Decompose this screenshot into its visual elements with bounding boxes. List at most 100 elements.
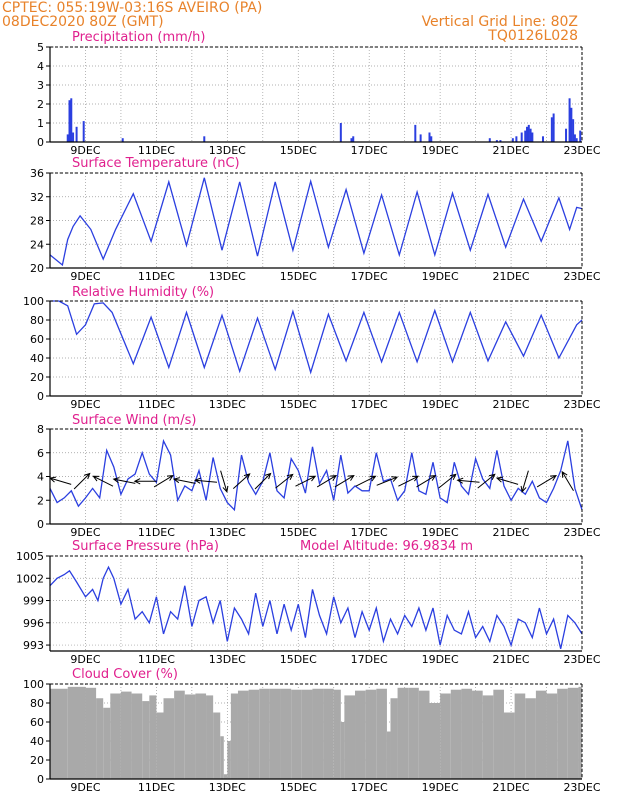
precip-bar xyxy=(75,126,78,142)
x-tick-label: 23DEC xyxy=(563,526,600,539)
y-tick-label: 2 xyxy=(37,98,44,111)
wind-arrow xyxy=(232,473,251,489)
x-tick-label: 19DEC xyxy=(422,781,459,794)
humidity-panel: Relative Humidity (%) 0 20 40 60 80 100 9DEC 11… xyxy=(23,285,601,411)
cloud-bar xyxy=(525,698,536,779)
cloud-bar xyxy=(291,689,302,779)
y-tick-label: 24 xyxy=(30,238,44,251)
precip-bar xyxy=(529,128,532,142)
header-station-info: CPTEC: 055:19W-03:16S AVEIRO (PA) xyxy=(2,0,262,16)
x-tick-label: 11DEC xyxy=(138,781,175,794)
y-tick-label: 1002 xyxy=(16,572,44,585)
panel-title-humidity: Relative Humidity (%) xyxy=(72,285,214,300)
precipitation-panel: Precipitation (mm/h) 0 1 2 3 4 5 9DEC 11DEC 13DE… xyxy=(37,30,601,157)
wind-arrow xyxy=(295,475,317,487)
x-tick-label: 11DEC xyxy=(138,144,175,157)
y-tick-label: 100 xyxy=(23,295,44,308)
y-tick-label: 1005 xyxy=(16,550,44,563)
precip-bar xyxy=(70,98,73,142)
x-tick-label: 11DEC xyxy=(138,270,175,283)
panel-title-precipitation: Precipitation (mm/h) xyxy=(72,30,205,45)
precip-bar xyxy=(575,138,578,142)
cloud-bar xyxy=(323,688,334,779)
x-tick-label: 13DEC xyxy=(209,270,246,283)
cloud-bar xyxy=(301,689,313,779)
wind-arrow xyxy=(220,470,229,493)
precip-bar xyxy=(526,126,529,142)
x-tick-label: 13DEC xyxy=(209,526,246,539)
cloud-bar xyxy=(567,687,579,779)
y-tick-label: 32 xyxy=(30,191,44,204)
precip-bar xyxy=(527,124,530,142)
precip-bar xyxy=(565,128,568,142)
x-tick-label: 11DEC xyxy=(138,653,175,666)
x-tick-label: 15DEC xyxy=(280,270,317,283)
precip-bar xyxy=(66,134,69,142)
x-tick-label: 15DEC xyxy=(280,653,317,666)
cloud-bar xyxy=(344,695,356,779)
y-tick-label: 0 xyxy=(37,390,44,403)
wind-arrow xyxy=(73,472,91,490)
x-tick-label: 9DEC xyxy=(70,398,100,411)
cloud-bar xyxy=(120,691,132,779)
cloud-bar xyxy=(248,689,260,779)
x-tick-label: 13DEC xyxy=(209,781,246,794)
x-tick-label: 21DEC xyxy=(493,653,530,666)
x-tick-label: 21DEC xyxy=(493,781,530,794)
series-line xyxy=(49,565,583,649)
precip-bar xyxy=(550,117,553,142)
cloud-bar xyxy=(450,689,462,779)
y-tick-label: 80 xyxy=(30,697,44,710)
cloud-bar xyxy=(195,693,207,779)
cloud-bar xyxy=(142,701,150,779)
cloud-bar xyxy=(440,693,451,779)
wind-arrow xyxy=(49,476,72,485)
y-tick-label: 40 xyxy=(30,352,44,365)
y-tick-label: 80 xyxy=(30,314,44,327)
precip-bar xyxy=(495,140,498,142)
x-tick-label: 11DEC xyxy=(138,398,175,411)
cloud-bar xyxy=(237,690,249,779)
cloud-bar xyxy=(355,690,366,779)
y-tick-label: 3 xyxy=(37,79,44,92)
cloud-bar xyxy=(110,693,121,779)
cloud-bar xyxy=(149,695,157,779)
wind-arrow xyxy=(193,477,218,484)
precip-bar xyxy=(352,136,355,142)
precip-bar xyxy=(573,134,576,142)
precip-bar xyxy=(72,132,75,142)
cloud-bar xyxy=(259,688,270,779)
y-tick-label: 20 xyxy=(30,754,44,767)
x-tick-label: 11DEC xyxy=(138,526,175,539)
precip-bar xyxy=(520,132,523,142)
x-tick-label: 9DEC xyxy=(70,653,100,666)
wind-arrow xyxy=(376,476,399,486)
panel-title-temperature: Surface Temperature (nC) xyxy=(72,156,240,171)
cloud-bar xyxy=(333,689,341,779)
header-model-code: TQ0126L028 xyxy=(487,28,578,44)
x-tick-label: 17DEC xyxy=(351,270,388,283)
precip-bar xyxy=(339,123,342,142)
precip-bar xyxy=(572,119,575,142)
x-tick-label: 17DEC xyxy=(351,526,388,539)
wind-arrow xyxy=(316,475,338,488)
cloud-bar xyxy=(408,687,419,779)
y-tick-label: 2 xyxy=(37,494,44,507)
y-tick-label: 36 xyxy=(30,167,44,180)
cloud-bar xyxy=(156,712,164,779)
header-grid-line: Vertical Grid Line: 80Z xyxy=(422,14,578,30)
cloud-bar xyxy=(213,712,221,779)
x-tick-label: 21DEC xyxy=(493,398,530,411)
precip-bar xyxy=(570,107,573,142)
wind-arrow xyxy=(275,473,294,489)
cloud-bar xyxy=(472,690,483,779)
cloud-bar xyxy=(461,688,473,779)
y-tick-label: 996 xyxy=(23,617,44,630)
panel-title-pressure: Surface Pressure (hPa) xyxy=(72,539,219,554)
x-tick-label: 15DEC xyxy=(280,526,317,539)
x-tick-label: 17DEC xyxy=(351,398,388,411)
cloud-bar xyxy=(96,698,104,779)
precip-bar xyxy=(414,124,417,142)
x-tick-label: 9DEC xyxy=(70,526,100,539)
wind-arrow xyxy=(398,475,420,487)
